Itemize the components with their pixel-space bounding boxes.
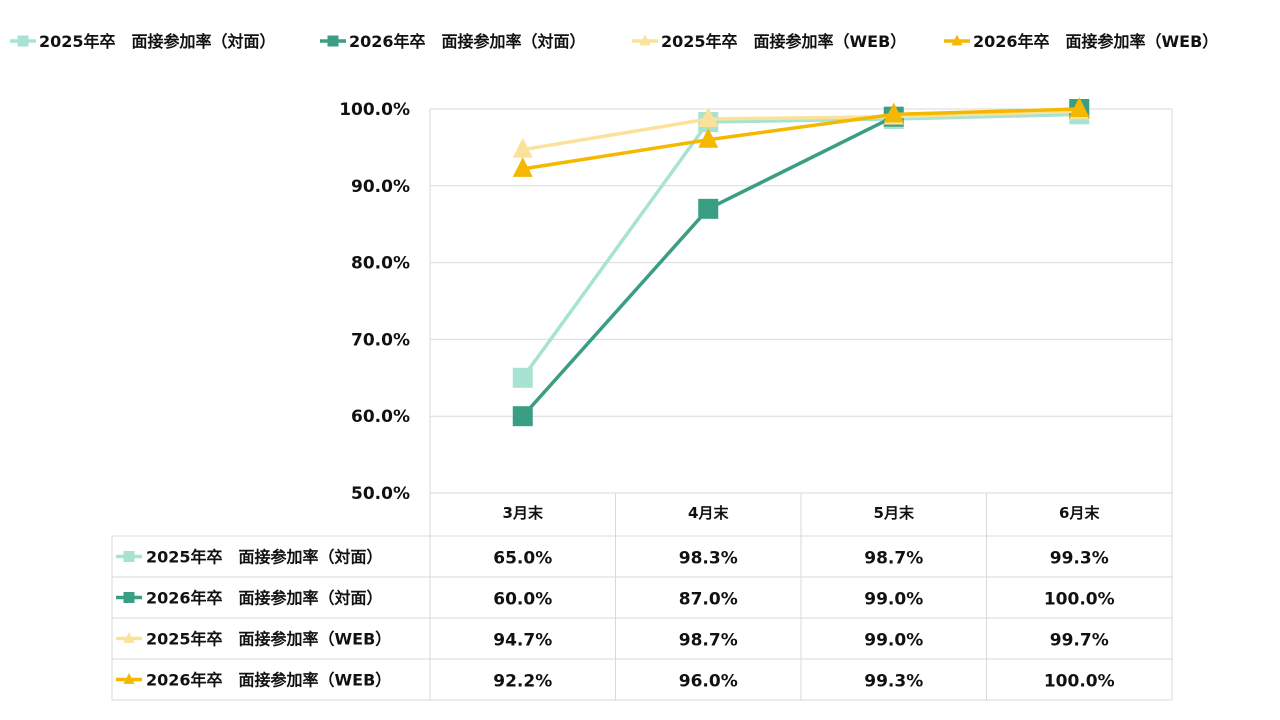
table-cell-value: 60.0% xyxy=(493,590,552,610)
data-point-series-4 xyxy=(698,127,719,148)
y-tick-label: 80.0% xyxy=(351,254,410,274)
data-point-series-4 xyxy=(1069,97,1090,117)
table-cell-value: 100.0% xyxy=(1044,672,1115,692)
table-legend-key-marker xyxy=(123,673,135,684)
x-category-label: 5月末 xyxy=(874,504,915,522)
y-tick-label: 100.0% xyxy=(339,100,410,120)
table-legend-key-marker xyxy=(123,551,135,562)
table-cell-value: 98.3% xyxy=(679,549,738,569)
series-line-4 xyxy=(522,107,1080,171)
table-legend-key-marker xyxy=(123,592,135,603)
table-cell-value: 100.0% xyxy=(1044,590,1115,610)
table-cell-value: 96.0% xyxy=(679,672,738,692)
table-cell-value: 92.2% xyxy=(493,672,552,692)
y-tick-label: 90.0% xyxy=(351,177,410,197)
series-line-3 xyxy=(522,109,1080,152)
data-point-series-4 xyxy=(512,157,533,177)
legend-entry: 2026年卒 面接参加率（WEB） xyxy=(973,32,1218,51)
y-tick-label: 50.0% xyxy=(351,484,410,504)
table-cell-value: 99.0% xyxy=(864,631,923,651)
data-point-series-2 xyxy=(698,198,719,219)
table-cell-value: 65.0% xyxy=(493,549,552,569)
legend-entry: 2026年卒 面接参加率（対面） xyxy=(349,32,586,51)
legend-entry: 2025年卒 面接参加率（対面） xyxy=(39,32,276,51)
table-cell-value: 98.7% xyxy=(864,549,923,569)
legend-key-marker xyxy=(951,34,963,46)
data-point-series-3 xyxy=(512,137,533,158)
legend-key-marker xyxy=(17,35,29,47)
legend-key-marker xyxy=(639,34,651,46)
x-category-label: 6月末 xyxy=(1059,504,1100,522)
table-cell-value: 99.0% xyxy=(864,590,923,610)
y-tick-label: 60.0% xyxy=(351,407,410,427)
table-legend-key-marker xyxy=(123,632,135,643)
x-category-label: 3月末 xyxy=(503,504,544,522)
data-point-series-2 xyxy=(512,406,533,427)
table-cell-value: 99.3% xyxy=(1050,549,1109,569)
x-category-label: 4月末 xyxy=(688,504,729,522)
table-cell-value: 87.0% xyxy=(679,590,738,610)
y-tick-label: 70.0% xyxy=(351,330,410,350)
data-point-series-1 xyxy=(512,367,533,388)
data-point-series-3 xyxy=(698,107,719,127)
legend-key-marker xyxy=(327,35,339,47)
table-row-label: 2026年卒 面接参加率（対面） xyxy=(146,589,383,608)
table-cell-value: 98.7% xyxy=(679,631,738,651)
table-cell-value: 99.7% xyxy=(1050,631,1109,651)
table-row-label: 2025年卒 面接参加率（対面） xyxy=(146,548,383,567)
legend-entry: 2025年卒 面接参加率（WEB） xyxy=(661,32,906,51)
data-point-series-4 xyxy=(883,102,904,123)
table-cell-value: 94.7% xyxy=(493,631,552,651)
table-row-label: 2025年卒 面接参加率（WEB） xyxy=(146,630,391,649)
table-cell-value: 99.3% xyxy=(864,672,923,692)
table-row-label: 2026年卒 面接参加率（WEB） xyxy=(146,671,391,690)
series-line-1 xyxy=(521,112,1080,379)
